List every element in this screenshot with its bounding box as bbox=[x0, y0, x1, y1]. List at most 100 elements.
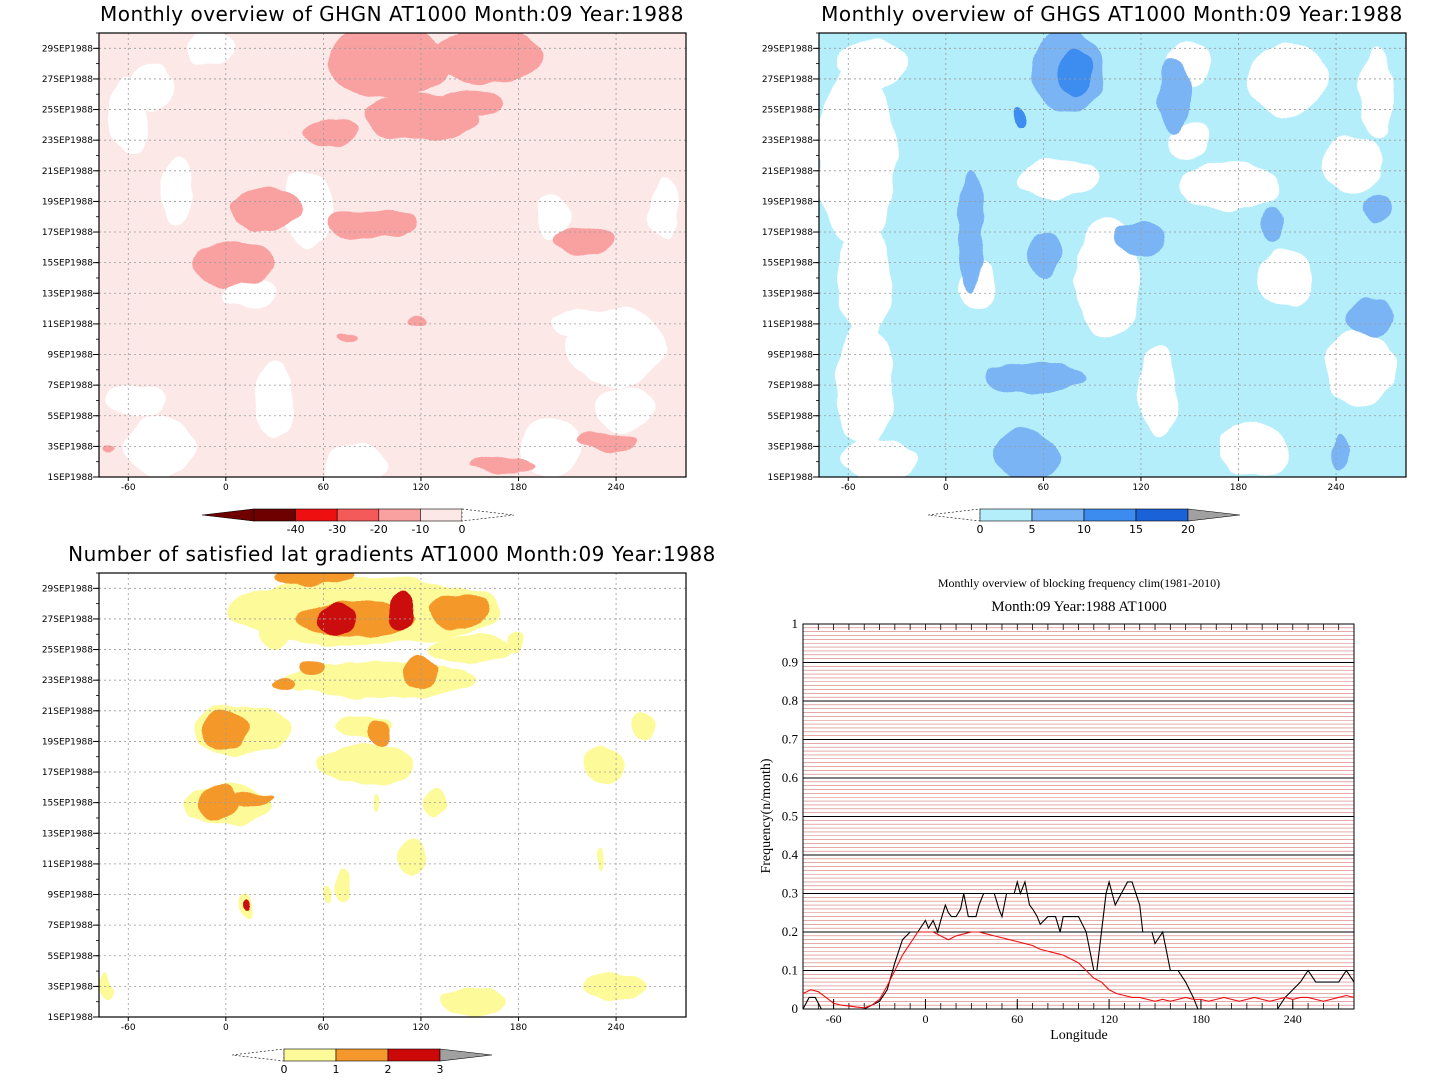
colorbar-segment bbox=[378, 508, 421, 522]
x-tick-label: 240 bbox=[607, 1023, 624, 1033]
x-tick-label: 180 bbox=[510, 1023, 527, 1033]
heatmap-region bbox=[1019, 160, 1101, 197]
heatmap-region bbox=[160, 160, 194, 228]
heatmap-region bbox=[315, 744, 413, 785]
y-tick-label: 13SEP1988 bbox=[42, 289, 93, 299]
y-tick-label: 19SEP1988 bbox=[42, 737, 93, 747]
heatmap-field bbox=[819, 33, 1406, 477]
colorbar-label: 0 bbox=[977, 523, 984, 536]
colorbar-under-triangle bbox=[201, 508, 255, 522]
y-tick-label: 5SEP1988 bbox=[768, 412, 814, 422]
colorbar-segment bbox=[420, 508, 463, 522]
plot-frame bbox=[818, 32, 1407, 478]
lat-gradients-plot bbox=[99, 573, 686, 1017]
colorbar-label: 0 bbox=[281, 1063, 288, 1076]
y-tick-label: 7SEP1988 bbox=[48, 921, 94, 931]
heatmap-region bbox=[838, 216, 891, 340]
ghgs-plot bbox=[819, 33, 1406, 477]
y-tick-label: 0.4 bbox=[782, 847, 799, 862]
ghgn-plot bbox=[99, 33, 686, 477]
ghgn-colorbar: -40 -30 -20 -10 0 bbox=[201, 508, 515, 536]
y-tick-label: 3SEP1988 bbox=[48, 442, 94, 452]
x-tick-label: 0 bbox=[223, 1023, 229, 1033]
heatmap-region bbox=[1012, 106, 1026, 128]
ghgs-panel: Monthly overview of GHGS AT1000 Month:09… bbox=[762, 2, 1407, 536]
y-tick-label: 1SEP1988 bbox=[48, 473, 94, 483]
x-tick-label: -60 bbox=[121, 1023, 136, 1033]
x-tick-label: -60 bbox=[841, 483, 856, 493]
y-tick-label: 1SEP1988 bbox=[48, 1013, 94, 1023]
heatmap-region bbox=[567, 308, 665, 386]
heatmap-region bbox=[258, 618, 291, 650]
x-tick-label: 120 bbox=[1100, 1012, 1118, 1026]
heatmap-region bbox=[583, 746, 623, 783]
heatmap-region bbox=[578, 432, 638, 451]
heatmap-region bbox=[1324, 331, 1397, 409]
heatmap-region bbox=[299, 660, 326, 676]
colorbar-over-triangle bbox=[461, 508, 515, 522]
colorbar-segment bbox=[283, 1048, 337, 1062]
colorbar-label: -40 bbox=[287, 523, 305, 536]
y-tick-label: 25SEP1988 bbox=[42, 646, 93, 656]
heatmap-region bbox=[1181, 161, 1280, 211]
colorbar-label: 10 bbox=[1077, 523, 1091, 536]
ghgs-colorbar: 0 5 10 15 20 bbox=[927, 508, 1241, 536]
y-tick-label: 0.3 bbox=[782, 886, 798, 901]
colorbar-segment bbox=[1135, 508, 1189, 522]
heatmap-region bbox=[1363, 193, 1390, 225]
x-tick-label: 180 bbox=[1230, 483, 1247, 493]
heatmap-region bbox=[819, 63, 896, 248]
y-tick-label: 7SEP1988 bbox=[48, 381, 94, 391]
colorbar-segment bbox=[336, 508, 380, 522]
y-tick-label: 23SEP1988 bbox=[42, 676, 93, 686]
y-tick-label: 1 bbox=[792, 616, 799, 631]
y-tick-label: 27SEP1988 bbox=[42, 75, 93, 85]
heatmap-region bbox=[518, 415, 584, 477]
y-tick-label: 13SEP1988 bbox=[762, 289, 813, 299]
blocking-ylabel: Frequency(n/month) bbox=[759, 758, 774, 873]
heatmap-region bbox=[403, 319, 423, 329]
y-tick-label: 0 bbox=[792, 1001, 799, 1016]
plot-frame bbox=[98, 572, 687, 1018]
y-tick-label: 0.5 bbox=[782, 809, 798, 824]
y-tick-label: 13SEP1988 bbox=[42, 829, 93, 839]
ghgn-title: Monthly overview of GHGN AT1000 Month:09… bbox=[100, 2, 684, 26]
heatmap-region bbox=[845, 438, 917, 477]
y-tick-label: 5SEP1988 bbox=[48, 952, 94, 962]
heatmap-region bbox=[986, 362, 1085, 393]
y-tick-label: 0.2 bbox=[782, 924, 798, 939]
heatmap-region bbox=[1360, 48, 1393, 141]
y-tick-label: 3SEP1988 bbox=[48, 982, 94, 992]
heatmap-contours bbox=[105, 33, 682, 477]
x-tick-label: -60 bbox=[121, 483, 136, 493]
colorbar-over-triangle bbox=[1187, 508, 1241, 522]
y-tick-label: 21SEP1988 bbox=[762, 167, 813, 177]
y-tick-label: 9SEP1988 bbox=[48, 351, 94, 361]
heatmap-region bbox=[272, 677, 293, 690]
colorbar-label: 3 bbox=[437, 1063, 444, 1076]
y-tick-label: 15SEP1988 bbox=[762, 259, 813, 269]
heatmap-field bbox=[99, 573, 686, 1017]
x-tick-label: 240 bbox=[1327, 483, 1344, 493]
heatmap-region bbox=[1246, 43, 1328, 115]
heatmap-region bbox=[225, 793, 275, 806]
ghgn-panel: Monthly overview of GHGN AT1000 Month:09… bbox=[42, 2, 687, 536]
heatmap-region bbox=[398, 842, 425, 877]
heatmap-region bbox=[1261, 206, 1281, 243]
heatmap-region bbox=[1323, 135, 1382, 191]
heatmap-region bbox=[107, 382, 166, 419]
heatmap-region bbox=[1059, 48, 1093, 95]
y-tick-label: 25SEP1988 bbox=[42, 106, 93, 116]
heatmap-region bbox=[323, 446, 389, 477]
heatmap-region bbox=[334, 871, 352, 903]
y-tick-label: 0.1 bbox=[782, 963, 798, 978]
heatmap-region bbox=[1342, 297, 1395, 335]
heatmap-region bbox=[1157, 55, 1190, 133]
heatmap-region bbox=[186, 33, 233, 67]
lat-gradients-colorbar: 0 1 2 3 bbox=[231, 1048, 493, 1076]
x-tick-label: 120 bbox=[1132, 483, 1149, 493]
colorbar-over-triangle bbox=[439, 1048, 493, 1062]
heatmap-contours bbox=[100, 573, 656, 1016]
colorbar-label: 1 bbox=[333, 1063, 340, 1076]
blocking-plot: 0 0.1 0.2 0.3 0.4 0.5 0.6 0.7 0.8 0.9 1 -60 0 60 120 18… bbox=[782, 616, 1355, 1026]
